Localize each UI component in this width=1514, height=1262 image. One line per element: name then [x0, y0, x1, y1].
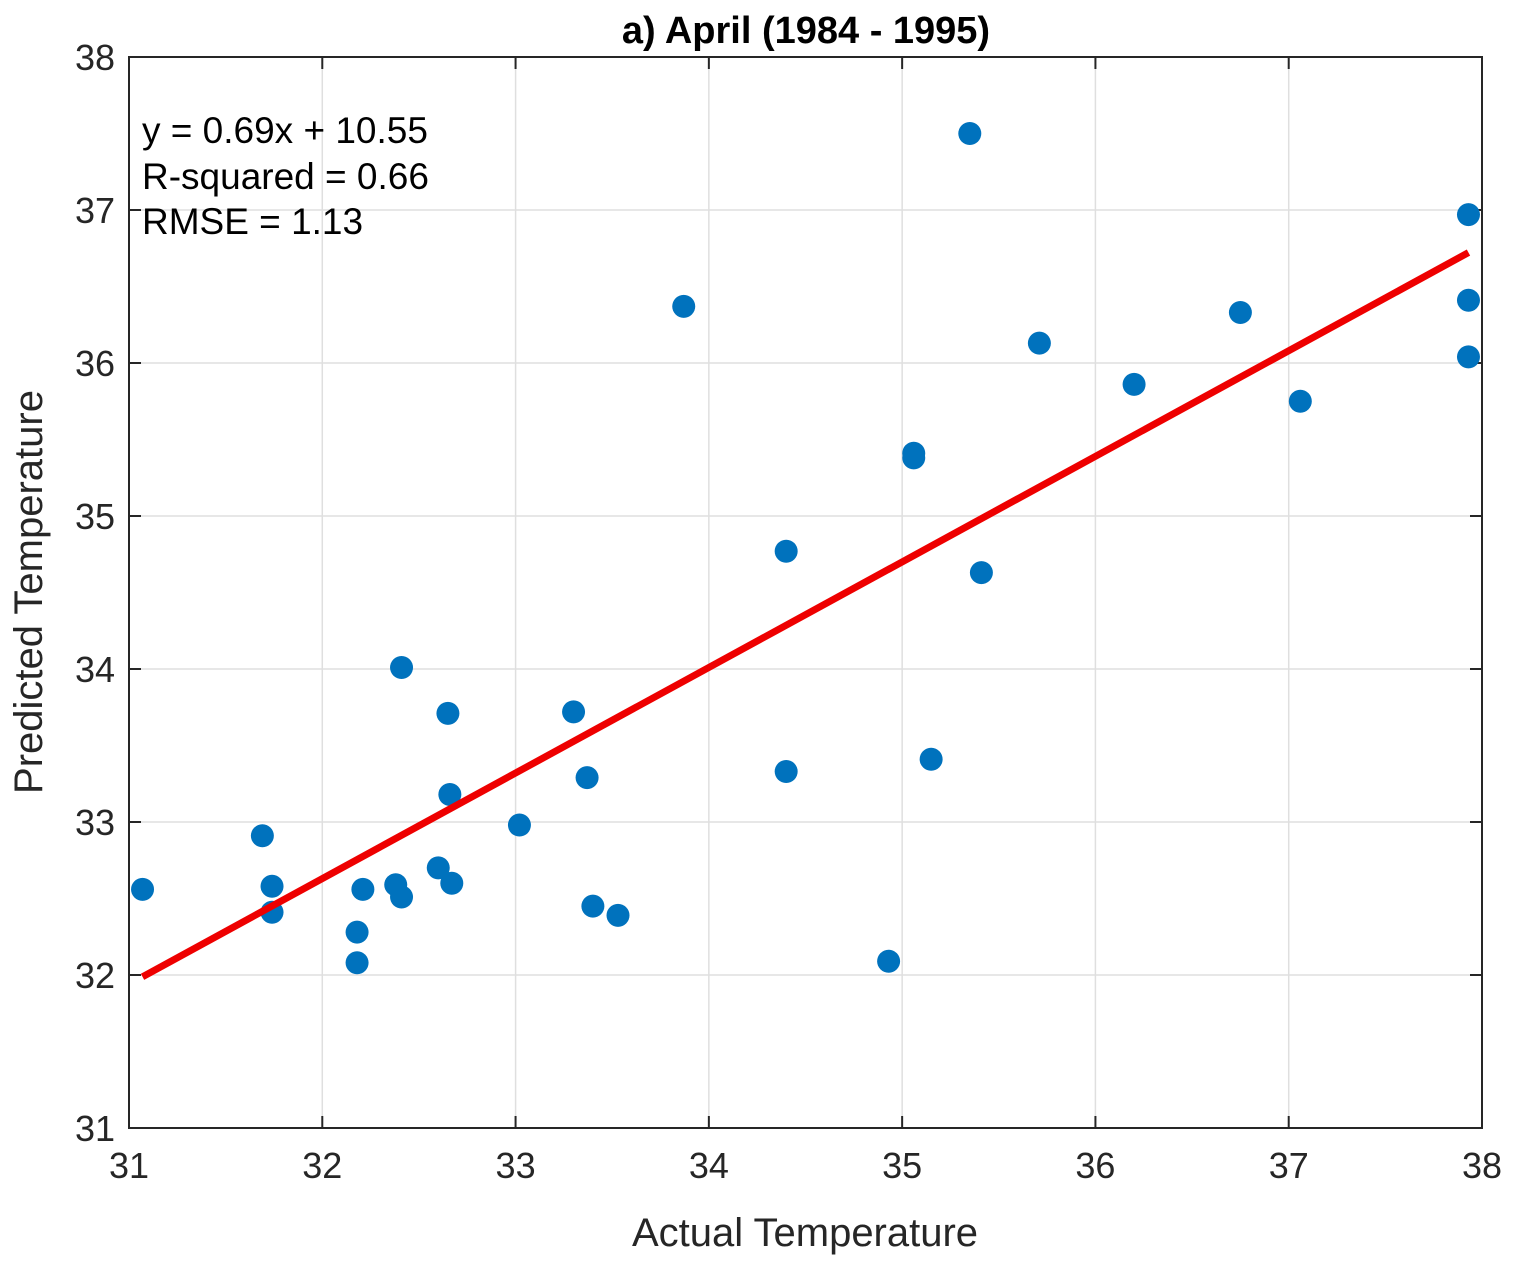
data-point-24: [902, 446, 926, 470]
data-point-13: [440, 871, 464, 895]
data-point-6: [351, 877, 375, 901]
annotation-box: y = 0.69x + 10.55 R-squared = 0.66 RMSE …: [142, 110, 429, 242]
data-point-16: [575, 766, 599, 790]
data-point-31: [1288, 389, 1312, 413]
fit-line: [140, 249, 1471, 980]
data-point-25: [919, 747, 943, 771]
data-point-33: [1456, 288, 1480, 312]
x-tick-label-6: 37: [1269, 1145, 1309, 1186]
y-axis-label: Predicted Temperature: [7, 390, 51, 794]
data-point-8: [390, 885, 414, 909]
y-tick-label-6: 37: [75, 190, 115, 231]
data-point-26: [958, 122, 982, 145]
annotation-equation: y = 0.69x + 10.55: [142, 110, 428, 151]
data-point-0: [131, 877, 155, 901]
data-point-21: [774, 760, 798, 784]
data-point-28: [1027, 331, 1051, 355]
y-tick-label-4: 35: [75, 496, 115, 537]
data-point-2: [260, 874, 284, 898]
data-point-19: [672, 294, 696, 318]
tick-labels: 31 32 33 34 35 36 37 38 31 32 33 34 35 36 37 38: [75, 37, 1502, 1186]
data-point-1: [250, 824, 274, 848]
y-tick-label-3: 34: [75, 649, 115, 690]
data-point-34: [1456, 345, 1480, 369]
data-point-22: [877, 949, 901, 973]
data-point-30: [1228, 301, 1252, 325]
data-point-32: [1456, 203, 1480, 227]
data-point-10: [426, 856, 450, 880]
fit-line-group: [140, 249, 1471, 980]
data-point-29: [1122, 372, 1146, 396]
y-tick-label-7: 38: [75, 37, 115, 78]
x-tick-label-2: 33: [496, 1145, 536, 1186]
x-tick-label-1: 32: [302, 1145, 342, 1186]
data-point-27: [969, 561, 993, 585]
data-point-14: [507, 813, 531, 837]
y-tick-label-2: 33: [75, 802, 115, 843]
x-tick-label-7: 38: [1462, 1145, 1502, 1186]
data-points: [131, 122, 1480, 975]
chart-title: a) April (1984 - 1995): [622, 10, 990, 52]
data-point-12: [438, 782, 462, 806]
x-axis-label: Actual Temperature: [632, 1211, 978, 1255]
y-tick-label-5: 36: [75, 343, 115, 384]
axes-box: [128, 56, 1483, 1129]
data-point-20: [774, 539, 798, 563]
x-tick-label-0: 31: [109, 1145, 149, 1186]
data-point-5: [345, 951, 369, 975]
data-point-11: [436, 701, 460, 725]
y-tick-label-1: 32: [75, 955, 115, 996]
data-point-4: [345, 920, 369, 944]
annotation-rmse: RMSE = 1.13: [142, 201, 363, 242]
data-point-9: [390, 655, 414, 679]
data-point-17: [581, 894, 605, 918]
data-point-15: [562, 700, 586, 724]
data-point-18: [606, 903, 630, 927]
x-tick-label-5: 36: [1075, 1145, 1115, 1186]
x-tick-label-3: 34: [689, 1145, 729, 1186]
x-tick-label-4: 35: [882, 1145, 922, 1186]
grid: [128, 56, 1483, 1129]
y-tick-label-0: 31: [75, 1108, 115, 1149]
annotation-r-squared: R-squared = 0.66: [142, 156, 429, 197]
